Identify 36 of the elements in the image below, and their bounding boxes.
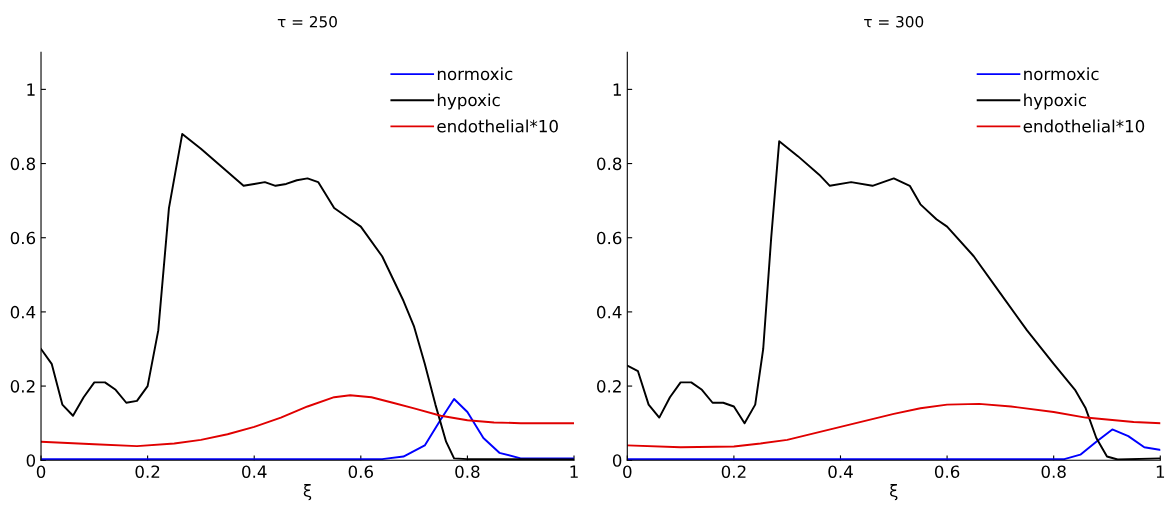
line-series <box>627 402 1161 449</box>
x-tick-label: 1 <box>570 465 578 478</box>
x-tick-label: 0.2 <box>135 465 160 478</box>
x-tick-label: 0.6 <box>934 465 960 478</box>
x-tick-label: 0.8 <box>455 465 480 478</box>
y-tick-label: 0.6 <box>10 231 36 245</box>
x-tick-label: 0.2 <box>721 465 746 478</box>
legend-label: endothelial*10 <box>1023 119 1145 133</box>
legend-label: hypoxic <box>437 93 500 110</box>
line-series <box>41 394 574 448</box>
legend-label: normoxic <box>437 67 513 81</box>
x-tick-label: 0 <box>623 465 632 478</box>
chart-title: τ = 250 <box>277 15 337 28</box>
y-tick-label: 0.2 <box>10 380 35 393</box>
y-tick-label: 0.8 <box>10 157 36 171</box>
x-axis-title: ξ <box>890 484 898 501</box>
x-tick-label: 0 <box>36 465 46 478</box>
x-tick-label: 0.4 <box>242 465 267 478</box>
y-tick-label: 0.4 <box>597 305 622 319</box>
y-tick-label: 0.8 <box>597 157 622 171</box>
x-tick-label: 0.6 <box>348 465 374 478</box>
legend-label: endothelial*10 <box>437 119 558 133</box>
x-tick-label: 0.8 <box>1041 465 1066 478</box>
x-tick-label: 1 <box>1156 465 1165 478</box>
y-tick-label: 1 <box>27 83 35 96</box>
y-tick-label: 0.2 <box>597 380 621 393</box>
y-tick-label: 0 <box>26 454 36 467</box>
chart-title: τ = 300 <box>864 15 924 28</box>
legend-label: normoxic <box>1024 67 1099 81</box>
legend-label: hypoxic <box>1024 93 1086 110</box>
y-tick-label: 0.6 <box>597 231 622 245</box>
y-tick-label: 0.4 <box>10 305 36 319</box>
y-tick-label: 0 <box>612 454 622 467</box>
y-tick-label: 1 <box>613 83 621 96</box>
x-tick-label: 0.4 <box>828 465 853 478</box>
x-axis-title: ξ <box>303 484 312 501</box>
